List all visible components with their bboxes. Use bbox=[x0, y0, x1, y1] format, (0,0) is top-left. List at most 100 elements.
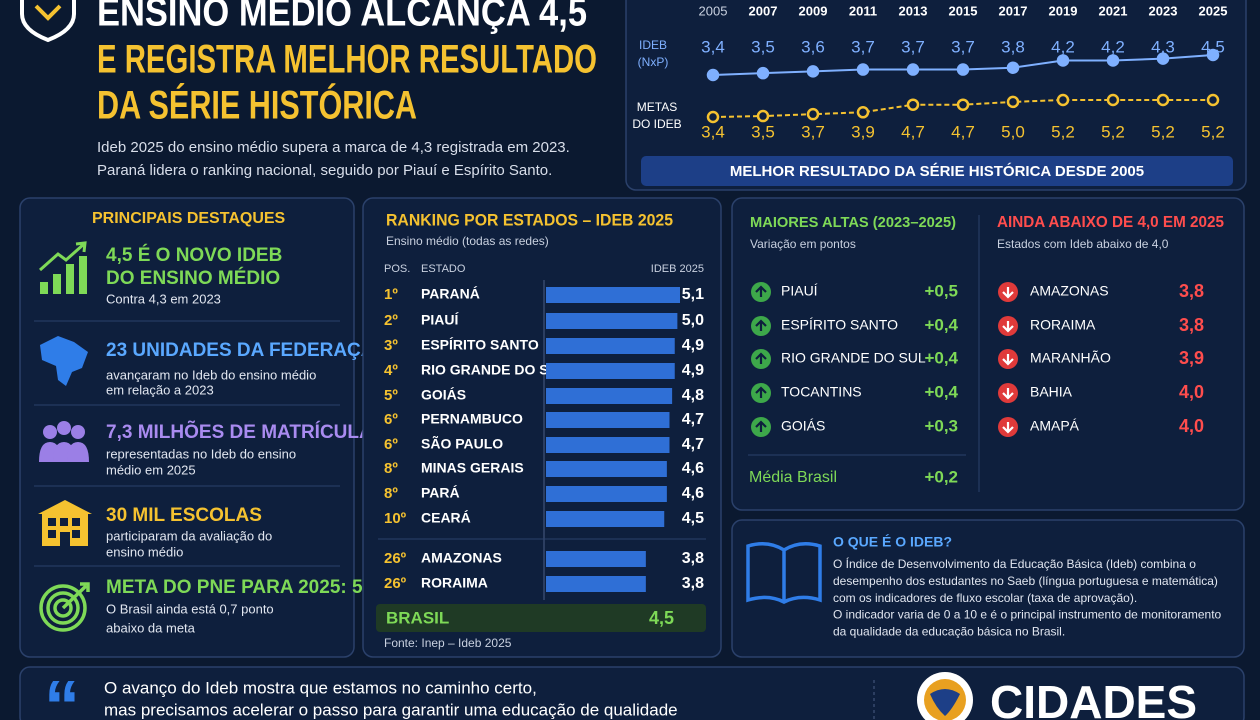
subtitle: Ensino médio (todas as redes) bbox=[386, 234, 549, 248]
bar bbox=[546, 486, 667, 502]
state-name: PERNAMBUCO bbox=[421, 411, 523, 427]
icon bbox=[71, 425, 85, 439]
icon bbox=[755, 319, 767, 331]
state-name: SÃO PAULO bbox=[421, 435, 503, 452]
rank-position: 26º bbox=[384, 550, 407, 567]
highlight-text: avançaram no Ideb do ensino médio bbox=[106, 367, 316, 382]
icon bbox=[60, 518, 68, 526]
value-label: 4,7 bbox=[682, 411, 704, 428]
icon bbox=[39, 584, 87, 632]
highlight-text: Contra 4,3 em 2023 bbox=[106, 291, 221, 306]
icon bbox=[1002, 287, 1014, 299]
icon bbox=[66, 264, 74, 294]
state-name: ESPÍRITO SANTO bbox=[781, 317, 898, 333]
brasil-label: BRASIL bbox=[386, 608, 449, 627]
icon bbox=[72, 518, 80, 526]
logo-shield-inner bbox=[34, 4, 62, 21]
quote-text: O avanço do Ideb mostra que estamos no c… bbox=[104, 678, 537, 697]
subtitle: Estados com Ideb abaixo de 4,0 bbox=[997, 237, 1169, 251]
highlight-text: abaixo da meta bbox=[106, 620, 196, 635]
brasil-value: 4,5 bbox=[649, 608, 674, 628]
quote-mark: “ bbox=[44, 667, 80, 720]
year-label: 2023 bbox=[1149, 3, 1178, 18]
column-header: ESTADO bbox=[421, 263, 466, 275]
section-title: RANKING POR ESTADOS – IDEB 2025 bbox=[386, 210, 673, 229]
year-label: 2011 bbox=[849, 3, 877, 18]
panel bbox=[731, 519, 1245, 658]
value-label: 5,0 bbox=[1001, 122, 1025, 141]
year-label: 2013 bbox=[899, 3, 928, 18]
bar bbox=[546, 437, 670, 453]
state-name: RIO GRANDE DO SUL bbox=[781, 350, 926, 366]
bar bbox=[546, 511, 665, 527]
value-label: 4,6 bbox=[682, 460, 704, 477]
icon bbox=[746, 542, 822, 604]
icon bbox=[48, 530, 56, 538]
rank-position: 8º bbox=[384, 460, 398, 477]
highlight-text: representadas no Ideb do ensino bbox=[106, 446, 296, 461]
year-label: 2007 bbox=[749, 3, 778, 18]
value-label: 4,7 bbox=[682, 436, 704, 453]
icon bbox=[1002, 388, 1014, 400]
icon bbox=[72, 530, 80, 538]
point bbox=[1006, 95, 1020, 109]
value-label: 4,9 bbox=[682, 337, 704, 354]
year-label: 2015 bbox=[949, 3, 978, 18]
bar bbox=[546, 388, 673, 404]
icon bbox=[46, 591, 80, 625]
state-name: RORAIMA bbox=[1030, 317, 1096, 333]
rank-position: 1º bbox=[384, 286, 398, 303]
title: ENSINO MÉDIO ALCANÇA 4,5 bbox=[97, 0, 587, 35]
state-name: PIAUÍ bbox=[781, 283, 818, 299]
highlight-text: médio em 2025 bbox=[106, 462, 196, 477]
column-header: IDEB 2025 bbox=[651, 263, 704, 275]
state-name: AMAZONAS bbox=[1030, 283, 1109, 299]
state-name: GOIÁS bbox=[781, 418, 825, 434]
state-name: MARANHÃO bbox=[1030, 350, 1111, 366]
rank-position: 6º bbox=[384, 411, 398, 428]
point bbox=[1006, 61, 1020, 74]
value-label: 4,5 bbox=[682, 510, 704, 527]
state-name: PIAUÍ bbox=[421, 312, 459, 328]
value-label: 5,2 bbox=[1051, 122, 1075, 141]
icon bbox=[39, 241, 87, 272]
point bbox=[1206, 93, 1220, 107]
icon bbox=[1002, 321, 1014, 333]
point bbox=[856, 106, 870, 119]
highlight-title: DO ENSINO MÉDIO bbox=[106, 267, 280, 289]
icon bbox=[57, 421, 71, 435]
point bbox=[1106, 54, 1120, 67]
year-label: 2005 bbox=[699, 3, 728, 18]
value-label: 3,7 bbox=[801, 122, 825, 141]
year-label: 2009 bbox=[799, 3, 828, 18]
state-name: GOIÁS bbox=[421, 387, 466, 403]
icon bbox=[43, 425, 57, 439]
bar bbox=[546, 576, 646, 592]
value-label: 5,2 bbox=[1201, 122, 1225, 141]
highlight-title: 30 MIL ESCOLAS bbox=[106, 505, 262, 526]
banner-text: MELHOR RESULTADO DA SÉRIE HISTÓRICA DESD… bbox=[730, 162, 1144, 180]
state-value: 4,0 bbox=[1179, 416, 1204, 436]
highlight-title: 23 UNIDADES DA FEDERAÇÃO bbox=[106, 339, 389, 361]
series-label: IDEB bbox=[639, 38, 667, 52]
state-name: RIO GRANDE DO SUL bbox=[421, 362, 568, 378]
panel bbox=[731, 197, 1245, 511]
value-label: 3,7 bbox=[901, 37, 925, 56]
year-label: 2019 bbox=[1049, 3, 1078, 18]
title: DA SÉRIE HISTÓRICA bbox=[97, 82, 417, 128]
highlight-text: participaram da avaliação do bbox=[106, 528, 272, 543]
subtitle: Ideb 2025 do ensino médio supera a marca… bbox=[97, 139, 570, 156]
point bbox=[1206, 48, 1220, 62]
icon bbox=[755, 352, 767, 364]
icon bbox=[755, 420, 767, 432]
value-label: 4,6 bbox=[682, 485, 704, 502]
average-label: Média Brasil bbox=[749, 469, 837, 486]
point bbox=[806, 107, 820, 121]
point bbox=[706, 110, 720, 124]
state-name: CEARÁ bbox=[421, 510, 471, 526]
series-label: METAS bbox=[637, 100, 677, 114]
point bbox=[906, 63, 920, 76]
section-title: MAIORES ALTAS (2023–2025) bbox=[750, 214, 956, 231]
year-label: 2017 bbox=[999, 3, 1028, 18]
